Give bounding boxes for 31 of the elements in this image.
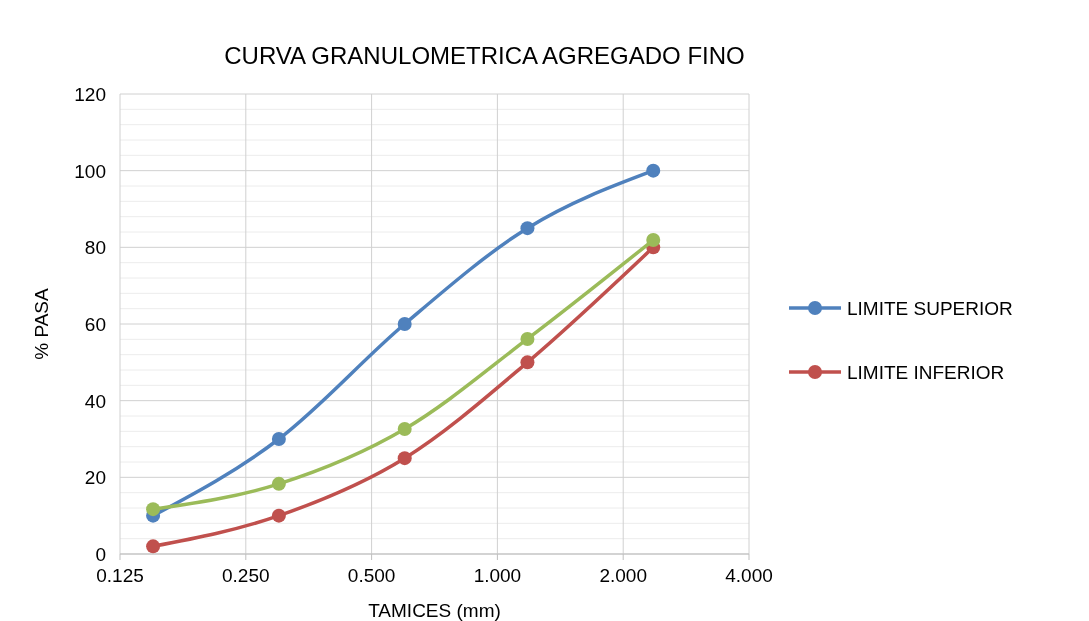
point [397, 422, 412, 437]
x-tick-label: 1.000 [473, 565, 522, 586]
point [146, 539, 161, 554]
x-tick-label: 0.500 [347, 565, 396, 586]
x-axis-title: TAMICES (mm) [368, 600, 501, 621]
x-tick-label: 4.000 [725, 565, 773, 586]
point [520, 355, 535, 370]
y-tick-label: 20 [84, 467, 106, 489]
point [146, 502, 161, 517]
point [397, 317, 412, 331]
y-tick-label: 80 [84, 237, 106, 259]
y-tick-label: 40 [84, 390, 106, 412]
y-axis-title: % PASA [31, 287, 52, 360]
point [271, 508, 286, 523]
point [520, 331, 535, 346]
x-tick-label: 0.125 [96, 565, 144, 586]
y-tick-label: 100 [74, 160, 106, 182]
y-tick-label: 0 [95, 544, 106, 565]
legend-label: LIMITE INFERIOR [847, 362, 1005, 383]
chart-title: CURVA GRANULOMETRICA AGREGADO FINO [224, 42, 745, 69]
legend-label: LIMITE SUPERIOR [847, 298, 1013, 319]
y-tick-label: 60 [84, 314, 106, 335]
point [520, 221, 535, 236]
point [271, 432, 286, 446]
point [397, 451, 412, 466]
point [646, 233, 661, 248]
point [271, 476, 286, 491]
x-tick-label: 0.250 [222, 565, 270, 586]
x-tick-label: 2.000 [599, 565, 647, 586]
point [646, 163, 661, 178]
y-tick-label: 120 [74, 84, 106, 105]
